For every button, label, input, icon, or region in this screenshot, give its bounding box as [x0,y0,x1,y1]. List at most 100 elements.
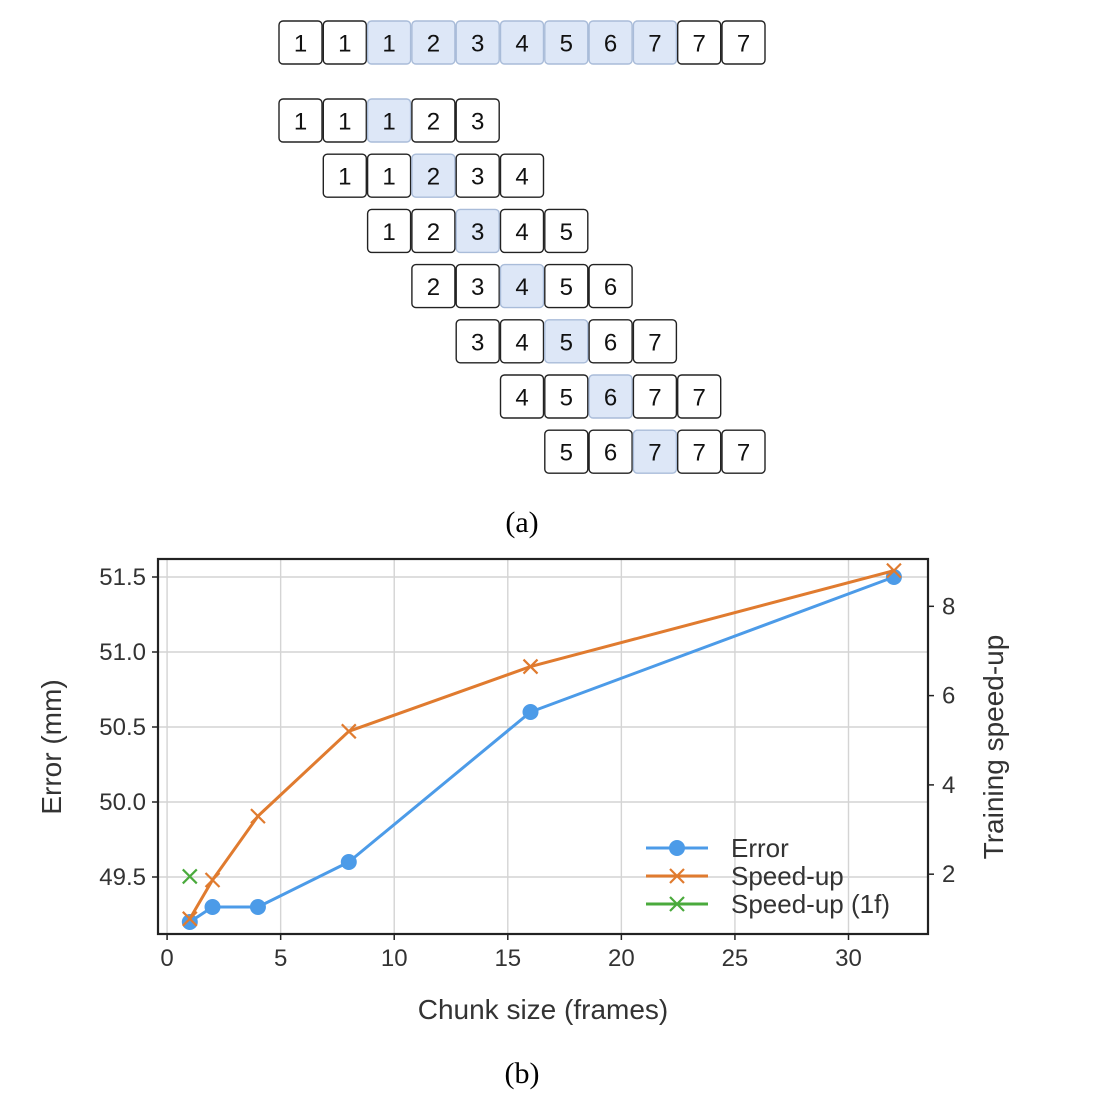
data-point-circle [522,704,539,720]
data-point-circle [249,899,266,915]
window-frame: 1 [366,153,412,198]
chunk-box [366,20,412,65]
chunk-box [632,319,678,364]
chunk-box-label: 6 [604,440,617,467]
series-layer [181,562,902,930]
chunk-box [455,208,500,254]
series-speed-up [182,562,902,927]
chunk-box [366,153,412,198]
x-tick-label: 30 [835,945,862,972]
y-tick-label: 51.5 [99,564,146,591]
legend-label: Error [731,833,789,863]
chunk-box-label: 4 [515,219,528,246]
sequence-frame: 1 [278,20,323,65]
sequence-frame: 5 [544,20,589,65]
grid-lines [158,559,928,934]
x-tick-label: 25 [722,945,749,972]
window-frame: 6 [588,263,633,309]
chunk-box [632,429,678,474]
y-axis-ticks: 49.5 50.0 50.5 51.0 51.5 [99,564,158,891]
legend-entry: Error [646,833,789,863]
panel-b-caption: (b) [505,1057,540,1090]
chunk-box-label: 2 [427,31,440,58]
chunk-box [588,374,633,419]
window-frame: 7 [677,374,722,419]
window-frame: 1 [322,153,367,198]
y-tick-label: 49.5 [99,864,146,891]
chunk-box-label: 3 [471,219,484,246]
window-row: 2 3 4 5 6 [411,263,633,309]
chunk-box [411,263,456,309]
chunk-box-label: 5 [560,385,573,412]
chunk-box [588,263,633,309]
chunk-box [411,208,456,254]
window-frame: 5 [544,263,589,309]
chunk-box [455,98,500,143]
panel-a-chunk-diagram: 1 1 1 2 3 4 5 6 7 7 7 1 1 1 2 3 1 1 2 3 4 1 2 3 4 5 2 3 4 5 6 3 4 5 6 7 4 5 6… [278,20,766,474]
chunk-box [366,208,412,254]
sequence-frame: 1 [366,20,412,65]
sequence-frame: 3 [455,20,500,65]
x-tick-label: 5 [274,945,287,972]
chunk-box-label: 3 [471,109,484,136]
chunk-box-label: 4 [515,274,528,301]
window-frame: 1 [366,208,412,254]
x-axis-label: Chunk size (frames) [418,994,669,1025]
chunk-box-label: 3 [471,164,484,191]
window-frame: 6 [588,374,633,419]
data-point-x [182,868,198,885]
window-frame: 3 [455,319,500,364]
chunk-box [677,429,722,474]
chunk-box-label: 1 [382,164,395,191]
chunk-box-label: 3 [471,31,484,58]
chunk-box-label: 6 [604,274,617,301]
chunk-box-label: 1 [382,31,395,58]
data-point-x [522,658,539,675]
window-frame: 2 [411,208,456,254]
y2-axis-label: Training speed-up [978,635,1009,860]
data-point-x [341,723,357,740]
chunk-box-label: 1 [294,109,307,136]
sequence-frame: 7 [677,20,722,65]
chunk-box-label: 7 [693,31,706,58]
chunk-box-label: 7 [648,440,661,467]
window-frame: 4 [499,374,545,419]
window-row: 4 5 6 7 7 [499,374,722,419]
window-frame: 7 [721,429,766,474]
chunk-box [544,20,589,65]
chunk-box [588,20,633,65]
window-frame: 7 [632,374,678,419]
y2-tick-label: 6 [942,683,955,710]
chunk-box [677,20,722,65]
chunk-box [278,20,323,65]
chunk-box [455,20,500,65]
chunk-box-label: 4 [515,385,528,412]
window-frame: 6 [588,429,633,474]
chunk-box-label: 1 [338,164,351,191]
window-frame: 3 [455,98,500,143]
sequence-frame: 2 [411,20,456,65]
chunk-box-label: 7 [737,440,750,467]
x-tick-label: 15 [494,945,521,972]
legend-entry: Speed-up [646,861,844,891]
chunk-box-label: 1 [338,31,351,58]
window-frame: 5 [544,319,589,364]
window-frame: 5 [544,374,589,419]
sequence-frame: 1 [322,20,367,65]
data-point-circle [204,899,221,915]
window-frame: 4 [499,263,545,309]
chunk-box-label: 7 [648,31,661,58]
x-tick-label: 20 [608,945,635,972]
window-row: 1 1 1 2 3 [278,98,500,143]
chunk-box [322,20,367,65]
chunk-box-label: 5 [560,274,573,301]
sliding-window-rows: 1 1 1 2 3 1 1 2 3 4 1 2 3 4 5 2 3 4 5 6 3 4 5 6 7 4 5 6 7 7 5 6 7 7 7 [278,98,766,474]
x-tick-label: 0 [160,945,173,972]
chunk-box [411,153,456,198]
legend-marker [669,868,685,884]
chunk-box-label: 7 [648,385,661,412]
chunk-box [544,429,589,474]
chunk-box [455,319,500,364]
chunk-box [544,263,589,309]
